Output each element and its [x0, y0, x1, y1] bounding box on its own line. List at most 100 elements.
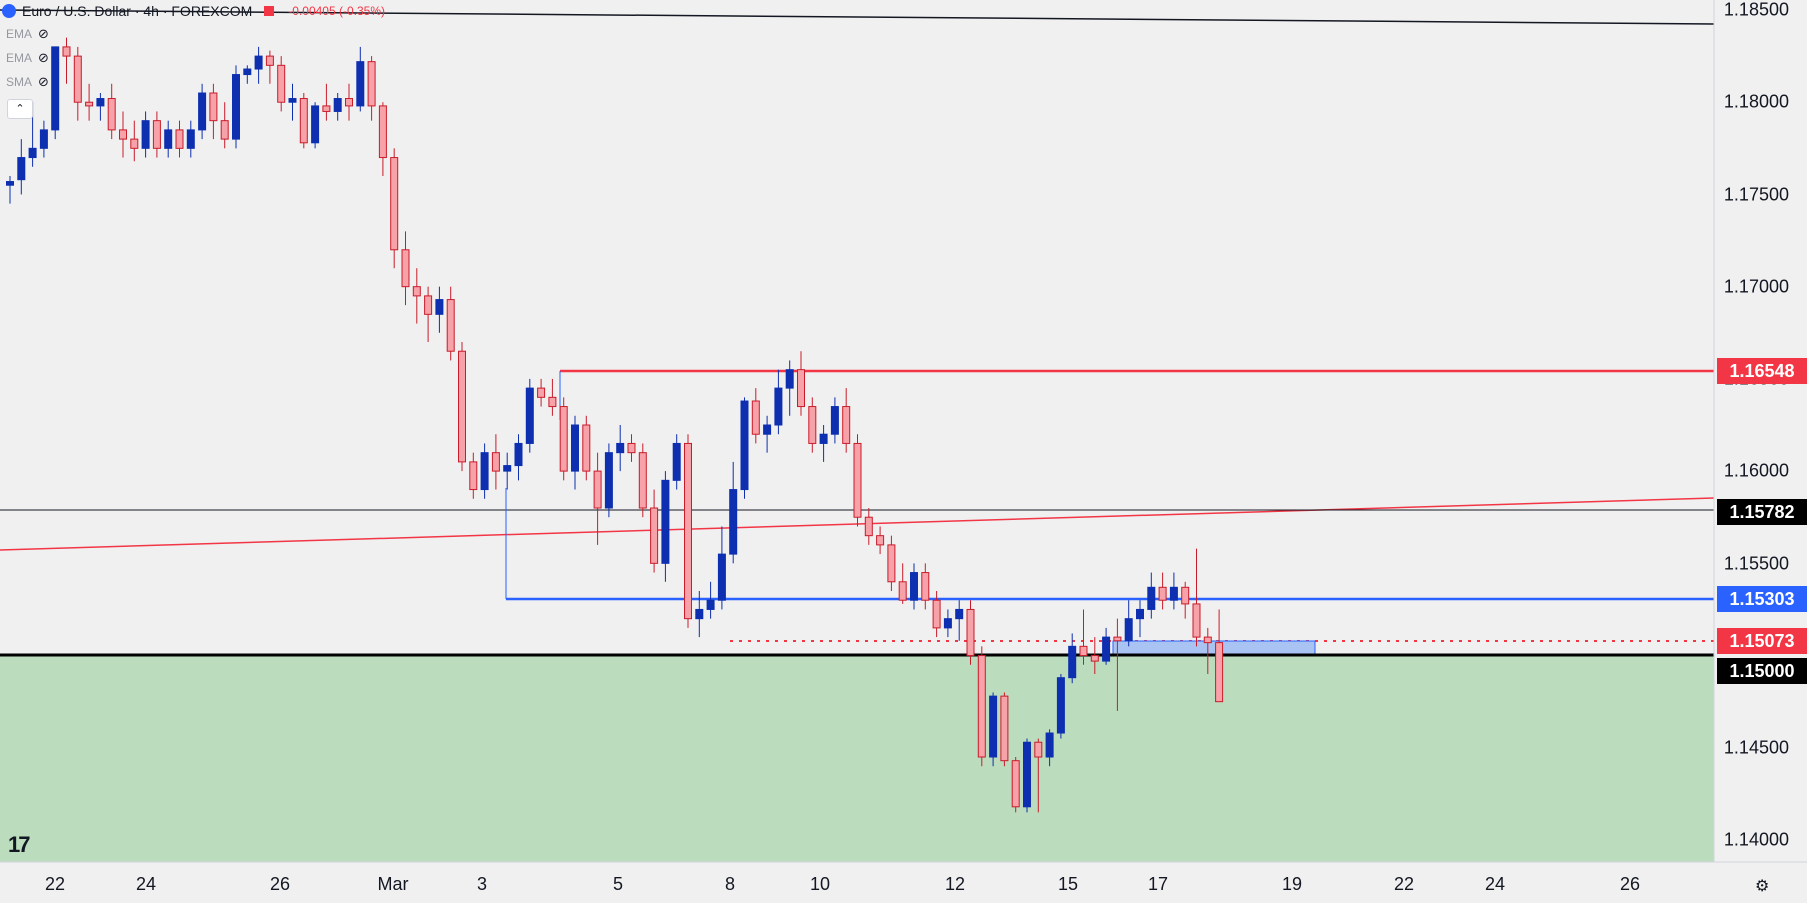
- candle-down[interactable]: [469, 461, 478, 491]
- candle-down[interactable]: [322, 105, 331, 112]
- candle-up[interactable]: [356, 61, 365, 107]
- candle-up[interactable]: [1124, 618, 1133, 642]
- candle-up[interactable]: [989, 695, 998, 758]
- indicator-ema-1[interactable]: EMA ⊘: [6, 26, 49, 42]
- candle-down[interactable]: [559, 406, 568, 472]
- candle-down[interactable]: [265, 55, 274, 66]
- candle-down[interactable]: [1000, 695, 1009, 762]
- candle-up[interactable]: [232, 74, 240, 140]
- candle-down[interactable]: [458, 350, 466, 463]
- eye-off-icon[interactable]: ⊘: [38, 26, 49, 41]
- candle-up[interactable]: [311, 105, 320, 144]
- candle-down[interactable]: [638, 452, 647, 509]
- candle-up[interactable]: [910, 572, 918, 601]
- candle-down[interactable]: [491, 452, 500, 472]
- candle-down[interactable]: [797, 369, 805, 408]
- candle-down[interactable]: [808, 406, 817, 444]
- candle-up[interactable]: [1169, 586, 1178, 601]
- candle-up[interactable]: [96, 98, 105, 107]
- candle-down[interactable]: [130, 138, 139, 149]
- price-tag-resistance[interactable]: 1.16548: [1717, 358, 1807, 384]
- symbol-title[interactable]: Euro / U.S. Dollar · 4h · FOREXCOM: [22, 3, 253, 19]
- candle-up[interactable]: [28, 147, 37, 159]
- candle-up[interactable]: [435, 299, 444, 315]
- candle-up[interactable]: [785, 369, 794, 389]
- candle-up[interactable]: [198, 92, 207, 131]
- candle-up[interactable]: [1147, 586, 1156, 610]
- eye-off-icon[interactable]: ⊘: [38, 74, 49, 89]
- candle-down[interactable]: [424, 295, 433, 315]
- candle-up[interactable]: [51, 46, 60, 131]
- candle-up[interactable]: [661, 479, 670, 564]
- candle-up[interactable]: [1023, 741, 1031, 808]
- candle-down[interactable]: [220, 120, 229, 140]
- candle-up[interactable]: [1045, 732, 1054, 758]
- candle-up[interactable]: [186, 129, 195, 149]
- symbol-legend[interactable]: Euro / U.S. Dollar · 4h · FOREXCOM -0.00…: [0, 0, 385, 22]
- candle-up[interactable]: [503, 465, 512, 472]
- candle-down[interactable]: [932, 599, 941, 629]
- candle-down[interactable]: [876, 535, 885, 546]
- candle-down[interactable]: [367, 61, 376, 107]
- flag-icon[interactable]: [264, 6, 275, 16]
- candle-down[interactable]: [921, 572, 930, 601]
- candle-down[interactable]: [582, 424, 591, 472]
- candle-down[interactable]: [898, 581, 907, 601]
- candle-down[interactable]: [73, 55, 82, 103]
- candle-down[interactable]: [446, 299, 455, 352]
- candle-down[interactable]: [1158, 586, 1167, 601]
- candle-down[interactable]: [1181, 586, 1190, 605]
- candle-down[interactable]: [1192, 603, 1201, 638]
- price-tag-last[interactable]: 1.15073: [1717, 628, 1807, 654]
- indicator-ema-2[interactable]: EMA ⊘: [6, 50, 49, 66]
- candle-down[interactable]: [62, 46, 71, 57]
- candle-up[interactable]: [39, 129, 48, 149]
- candle-up[interactable]: [1102, 636, 1111, 662]
- candle-up[interactable]: [706, 599, 715, 610]
- candle-down[interactable]: [684, 442, 692, 620]
- indicator-sma[interactable]: SMA ⊘: [6, 74, 49, 90]
- price-tag-big-figure[interactable]: 1.15000: [1717, 658, 1807, 684]
- candle-up[interactable]: [17, 157, 26, 181]
- candle-down[interactable]: [966, 608, 975, 657]
- candle-up[interactable]: [774, 387, 783, 426]
- candle-down[interactable]: [209, 92, 218, 122]
- candle-down[interactable]: [345, 98, 353, 107]
- collapse-indicators-button[interactable]: ⌃: [7, 99, 33, 119]
- candle-up[interactable]: [955, 608, 964, 620]
- candle-down[interactable]: [864, 516, 873, 537]
- tradingview-logo[interactable]: 17: [8, 832, 31, 857]
- price-tag-support[interactable]: 1.15303: [1717, 586, 1807, 612]
- candle-down[interactable]: [1034, 741, 1043, 758]
- candle-down[interactable]: [537, 387, 546, 398]
- candle-down[interactable]: [152, 120, 161, 149]
- candle-down[interactable]: [1079, 645, 1088, 657]
- candle-down[interactable]: [1203, 636, 1212, 644]
- candle-up[interactable]: [1068, 645, 1077, 679]
- candle-up[interactable]: [819, 433, 828, 444]
- candle-up[interactable]: [1136, 608, 1144, 620]
- candle-down[interactable]: [1090, 655, 1099, 662]
- candle-down[interactable]: [390, 157, 399, 251]
- candle-up[interactable]: [740, 400, 749, 491]
- candle-up[interactable]: [943, 618, 952, 629]
- candle-down[interactable]: [378, 105, 387, 159]
- candle-up[interactable]: [141, 120, 150, 149]
- candle-up[interactable]: [571, 424, 579, 472]
- candle-down[interactable]: [412, 286, 421, 297]
- candle-down[interactable]: [548, 396, 557, 408]
- candle-up[interactable]: [288, 98, 297, 103]
- candle-down[interactable]: [593, 470, 602, 509]
- candle-down[interactable]: [842, 406, 851, 444]
- eye-off-icon[interactable]: ⊘: [38, 50, 49, 65]
- candle-down[interactable]: [1215, 642, 1224, 703]
- candle-down[interactable]: [299, 98, 308, 144]
- candle-up[interactable]: [604, 452, 613, 509]
- candle-up[interactable]: [254, 55, 263, 70]
- candle-down[interactable]: [887, 544, 896, 583]
- candle-up[interactable]: [6, 181, 14, 186]
- candle-up[interactable]: [695, 608, 704, 620]
- candle-down[interactable]: [751, 400, 760, 435]
- candle-down[interactable]: [85, 101, 94, 107]
